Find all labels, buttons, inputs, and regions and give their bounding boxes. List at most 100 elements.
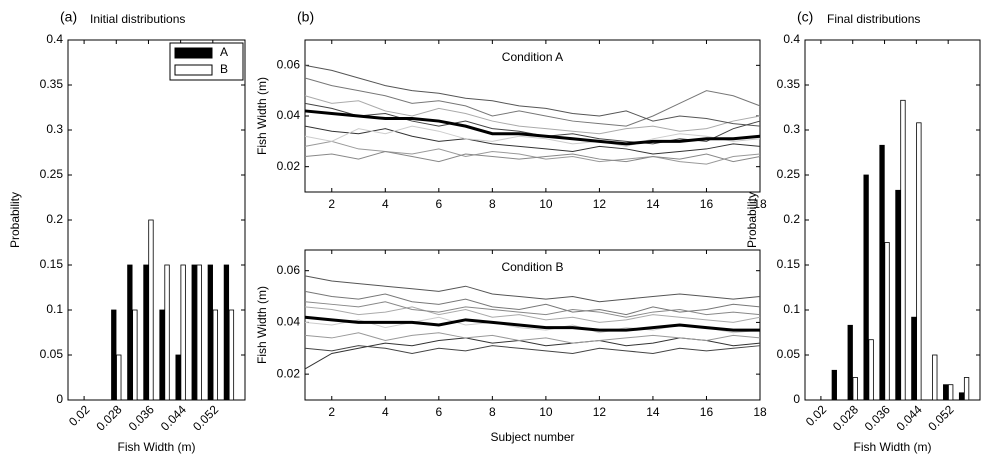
line (304, 337, 761, 370)
x-tick-label: 0.036 (862, 402, 893, 433)
bar (916, 122, 922, 401)
bar (963, 377, 970, 401)
legend-label: A (220, 45, 228, 59)
y-tick-label: 0.35 (40, 77, 64, 91)
axes-frame (67, 39, 246, 401)
x-tick-label: 2 (328, 197, 335, 211)
x-tick-label: 0.036 (126, 402, 157, 433)
chart-title: Initial distributions (90, 12, 185, 26)
bar (207, 264, 213, 401)
y-tick-label: 0.35 (777, 77, 801, 91)
bar (879, 144, 885, 401)
bar (148, 219, 154, 401)
x-tick-label: 14 (646, 405, 660, 419)
x-tick-label: 4 (382, 405, 389, 419)
y-tick-label: 0.1 (783, 302, 800, 316)
bar (868, 339, 874, 401)
y-tick-label: 0.4 (46, 32, 63, 46)
x-tick-label: 4 (382, 197, 389, 211)
y-tick-label: 0 (56, 392, 63, 406)
line (304, 290, 761, 316)
chart-title: Final distributions (827, 12, 920, 26)
x-tick-label: 10 (539, 405, 553, 419)
line (304, 332, 761, 344)
y-tick-label: 0.15 (40, 257, 64, 271)
y-tick-label: 0 (793, 392, 800, 406)
x-tick-label: 0.044 (158, 402, 189, 433)
x-axis-label: Fish Width (m) (854, 440, 932, 454)
x-tick-label: 6 (435, 405, 442, 419)
line (304, 77, 761, 127)
x-tick-label: 14 (646, 197, 660, 211)
legend-swatch (174, 47, 213, 59)
line (304, 315, 760, 332)
x-tick-label: 0.02 (803, 402, 830, 429)
line (304, 125, 761, 147)
annotation: Condition A (502, 50, 563, 64)
y-tick-label: 0.04 (277, 315, 301, 329)
y-tick-label: 0.25 (777, 167, 801, 181)
x-tick-label: 0.028 (830, 402, 861, 433)
x-tick-label: 6 (435, 197, 442, 211)
line (304, 345, 761, 354)
legend-swatch (174, 64, 213, 76)
bar (900, 99, 906, 401)
x-tick-label: 12 (593, 197, 607, 211)
legend-label: B (220, 62, 228, 76)
x-tick-label: 8 (489, 405, 496, 419)
panel-label: (a) (60, 9, 77, 25)
bar (159, 309, 165, 401)
x-axis-label: Subject number (490, 430, 574, 444)
bar (111, 309, 117, 401)
bar (143, 264, 149, 401)
panel-label: (b) (297, 9, 314, 25)
panel-label: (c) (797, 9, 813, 25)
bar (884, 242, 890, 401)
y-tick-label: 0.4 (783, 32, 800, 46)
axes-frame (804, 39, 981, 401)
bar (191, 264, 197, 401)
bar (943, 384, 949, 401)
x-tick-label: 10 (539, 197, 553, 211)
y-axis-label: Probability (8, 192, 22, 248)
y-tick-label: 0.02 (277, 366, 301, 380)
x-tick-label: 2 (328, 405, 335, 419)
y-tick-label: 0.25 (40, 167, 64, 181)
bar (127, 264, 133, 401)
x-tick-label: 0.052 (190, 402, 221, 433)
bar (212, 309, 218, 401)
x-tick-label: 0.02 (66, 402, 93, 429)
x-axis-label: Fish Width (m) (118, 440, 196, 454)
y-tick-label: 0.05 (777, 347, 801, 361)
line (304, 125, 761, 155)
y-tick-label: 0.15 (777, 257, 801, 271)
y-tick-label: 0.3 (46, 122, 63, 136)
x-tick-label: 12 (593, 405, 607, 419)
line (304, 306, 761, 323)
y-tick-label: 0.2 (783, 212, 800, 226)
bar (895, 189, 901, 401)
bar (863, 174, 869, 401)
y-axis-label: Fish Width (m) (255, 77, 269, 155)
line (304, 64, 761, 127)
x-tick-label: 18 (753, 405, 767, 419)
y-tick-label: 0.02 (277, 159, 301, 173)
line (304, 275, 761, 303)
line (304, 150, 761, 163)
bar (948, 384, 954, 401)
bar (228, 309, 235, 401)
line (304, 140, 761, 165)
bar (852, 377, 858, 401)
y-tick-label: 0.1 (46, 302, 63, 316)
line (304, 95, 761, 135)
y-tick-label: 0.2 (46, 212, 63, 226)
bar (175, 354, 181, 401)
y-tick-label: 0.04 (277, 108, 301, 122)
line (304, 109, 761, 146)
bar (847, 324, 853, 401)
line (304, 301, 761, 318)
x-tick-label: 16 (700, 405, 714, 419)
x-tick-label: 18 (753, 197, 767, 211)
y-tick-label: 0.3 (783, 122, 800, 136)
